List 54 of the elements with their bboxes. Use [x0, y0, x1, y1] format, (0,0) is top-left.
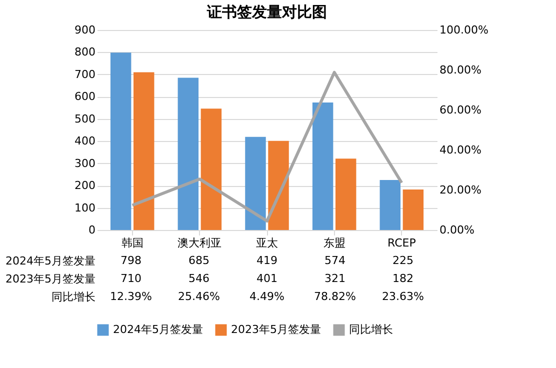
text: 2023年5月签发量: [6, 272, 96, 286]
y-tick-label: 800: [74, 46, 96, 59]
x-tick-label: 亚太: [256, 236, 278, 250]
text: 2024年5月签发量: [6, 254, 96, 268]
data-label: 25.46%: [178, 290, 220, 303]
chart-title: 证书签发量对比图: [206, 3, 327, 21]
y2-tick-label: 100.00%: [440, 24, 488, 36]
y-tick-label: 900: [74, 24, 96, 36]
data-label: 78.82%: [314, 290, 356, 303]
data-label: 401: [256, 272, 278, 285]
y-tick-label: 400: [74, 134, 96, 148]
y-tick-label: 0: [88, 224, 96, 236]
data-label: 225: [392, 254, 414, 267]
data-label: 419: [256, 254, 278, 267]
bar: [178, 78, 199, 230]
y2-tick-label: 0.00%: [440, 224, 474, 236]
legend-label: 2024年5月签发量: [113, 323, 203, 336]
y2-tick-label: 60.00%: [440, 104, 482, 116]
bar: [245, 136, 266, 230]
data-label: 574: [324, 254, 346, 267]
bar: [134, 72, 154, 230]
data-label: 321: [324, 272, 346, 285]
data-label: 4.49%: [250, 290, 284, 303]
y-tick-label: 500: [74, 112, 96, 126]
x-tick-label: 韩国: [121, 236, 144, 250]
bar: [335, 158, 356, 230]
data-label: 685: [188, 254, 210, 267]
bar: [110, 52, 132, 230]
y-tick-label: 200: [74, 179, 96, 192]
x-tick-label: 澳大利亚: [178, 236, 222, 250]
y2-tick-label: 80.00%: [440, 64, 482, 76]
bar: [312, 102, 334, 230]
line-series: [130, 70, 404, 223]
x-tick-label: RCEP: [387, 236, 416, 250]
data-label: 182: [392, 272, 414, 285]
data-label: 12.39%: [110, 290, 152, 303]
bar: [380, 180, 400, 230]
y2-tick-label: 40.00%: [440, 144, 482, 156]
data-label: 798: [120, 254, 142, 267]
y-tick-label: 600: [74, 90, 96, 104]
bar: [200, 108, 222, 230]
legend-label: 同比增长: [349, 323, 393, 336]
x-tick-label: 东盟: [323, 236, 346, 250]
data-label: 710: [120, 272, 142, 285]
legend-label: 2023年5月签发量: [231, 323, 321, 336]
y-tick-label: 100: [74, 201, 96, 214]
y2-tick-label: 20.00%: [440, 184, 482, 196]
y-tick-label: 700: [74, 68, 96, 81]
data-label: 23.63%: [382, 290, 424, 303]
bar: [402, 190, 424, 230]
y-tick-label: 300: [74, 156, 96, 170]
bar: [268, 140, 289, 230]
data-label: 546: [188, 272, 210, 285]
text: 同比增长: [52, 290, 96, 304]
